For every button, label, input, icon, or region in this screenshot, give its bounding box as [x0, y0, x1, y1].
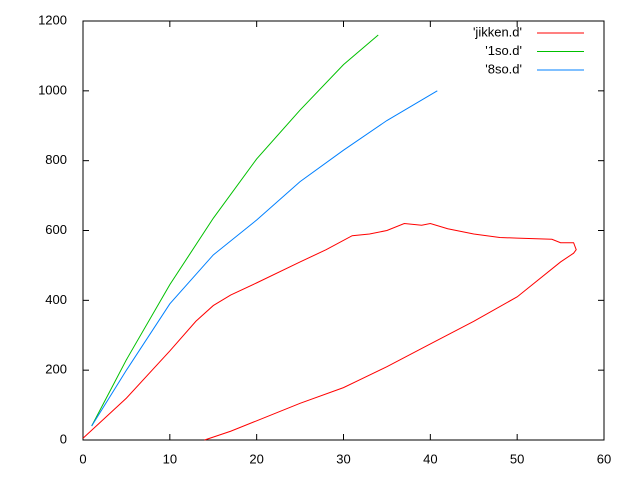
x-tick-label: 40 [423, 451, 437, 466]
y-tick-label: 0 [60, 431, 67, 446]
legend-label: 'jikken.d' [473, 24, 522, 39]
legend-label: '8so.d' [485, 61, 522, 76]
x-tick-label: 30 [336, 451, 350, 466]
y-tick-label: 1200 [38, 12, 67, 27]
y-tick-label: 600 [45, 222, 67, 237]
y-tick-label: 800 [45, 152, 67, 167]
x-tick-label: 60 [597, 451, 611, 466]
x-tick-label: 10 [163, 451, 177, 466]
plot-frame [82, 20, 605, 441]
x-tick-label: 0 [79, 451, 86, 466]
y-tick-label: 400 [45, 292, 67, 307]
series-line [91, 34, 379, 427]
legend-label: '1so.d' [485, 43, 522, 58]
x-tick-label: 50 [510, 451, 524, 466]
y-tick-label: 200 [45, 362, 67, 377]
x-tick-label: 20 [249, 451, 263, 466]
series-line [82, 223, 577, 441]
y-tick-label: 1000 [38, 82, 67, 97]
series-line [91, 90, 438, 427]
